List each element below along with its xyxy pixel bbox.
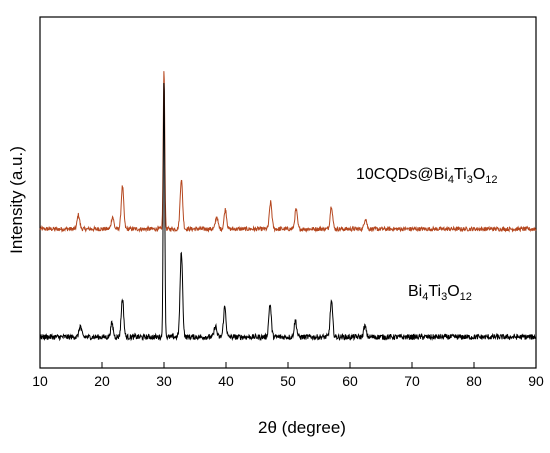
series-label-part: 4 [422,291,428,303]
series-label-part: 10CQDs@Bi [356,166,448,183]
series-line-0 [39,71,537,233]
x-tick-label: 30 [156,373,172,389]
tick-layer: 10 20 30 40 50 60 70 80 90 [32,362,544,389]
x-tick-label: 10 [32,373,48,389]
x-axis-label: 2θ (degree) [258,418,346,437]
x-tick-label: 40 [218,373,234,389]
series-label-0: 10CQDs@Bi4Ti3O12 [356,166,498,186]
series-label-part: 4 [448,174,454,186]
x-tick-label: 60 [342,373,358,389]
x-tick-label: 90 [528,373,544,389]
x-tick-label: 80 [466,373,482,389]
series-label-part: O [473,166,485,183]
series-label-part: 12 [485,174,497,186]
series-label-part: Ti [454,166,467,183]
x-tick-label: 70 [404,373,420,389]
series-label-part: Bi [408,283,422,300]
y-axis-label: Intensity (a.u.) [7,146,26,254]
series-line-1 [39,82,537,342]
series-label-part: 3 [467,174,473,186]
series-label-part: 12 [460,291,472,303]
series-label-part: Ti [428,283,441,300]
series-label-1: Bi4Ti3O12 [408,283,472,303]
plot-frame [39,16,537,369]
x-tick-label: 20 [94,373,110,389]
series-label-part: O [447,283,459,300]
series-label-part: 3 [441,291,447,303]
series-layer [39,71,537,342]
x-tick-label: 50 [280,373,296,389]
